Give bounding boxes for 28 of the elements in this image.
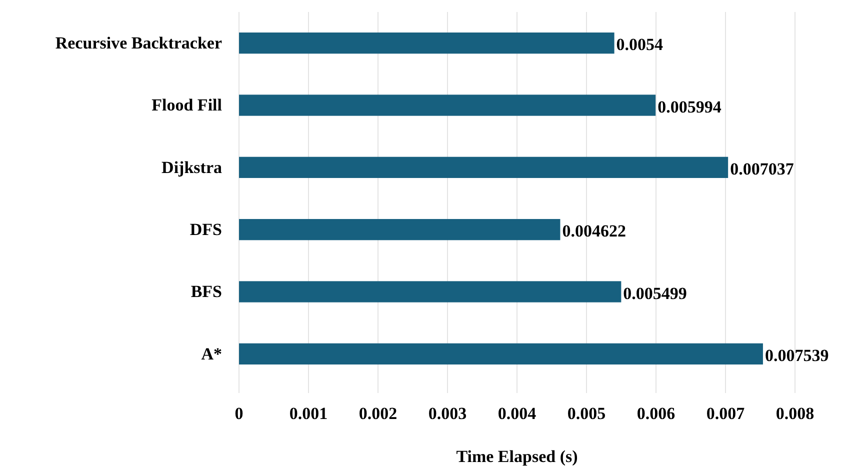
x-tick-label: 0.001 bbox=[289, 404, 328, 424]
x-tick-label: 0.005 bbox=[567, 404, 606, 424]
bar bbox=[239, 281, 622, 302]
data-label: 0.005499 bbox=[623, 284, 687, 303]
x-tick-label: 0.002 bbox=[358, 404, 398, 424]
y-tick-label: BFS bbox=[190, 282, 222, 302]
bar bbox=[239, 32, 614, 54]
data-label: 0.005994 bbox=[658, 97, 722, 116]
y-tick-label: A* bbox=[201, 344, 222, 364]
data-label: 0.004622 bbox=[562, 222, 626, 241]
bar bbox=[239, 156, 728, 178]
data-label: 0.007037 bbox=[730, 159, 794, 178]
x-tick-label: 0 bbox=[234, 404, 244, 424]
data-label: 0.0054 bbox=[616, 35, 664, 54]
bar bbox=[239, 94, 656, 116]
y-tick-label: Dijkstra bbox=[162, 158, 222, 177]
x-tick-label: 0.008 bbox=[776, 404, 814, 424]
bar bbox=[239, 219, 560, 240]
y-tick-label: Flood Fill bbox=[152, 96, 222, 115]
x-tick-label: 0.004 bbox=[498, 404, 537, 424]
x-tick-label: 0.003 bbox=[428, 404, 467, 424]
y-tick-label: DFS bbox=[190, 220, 222, 240]
x-axis-title: Time Elapsed (s) bbox=[456, 447, 578, 466]
x-tick-label: 0.006 bbox=[636, 404, 676, 424]
x-tick-label: 0.007 bbox=[706, 404, 746, 424]
data-label: 0.007539 bbox=[764, 346, 829, 365]
y-tick-label: Recursive Backtracker bbox=[55, 34, 222, 53]
bar bbox=[239, 343, 763, 364]
